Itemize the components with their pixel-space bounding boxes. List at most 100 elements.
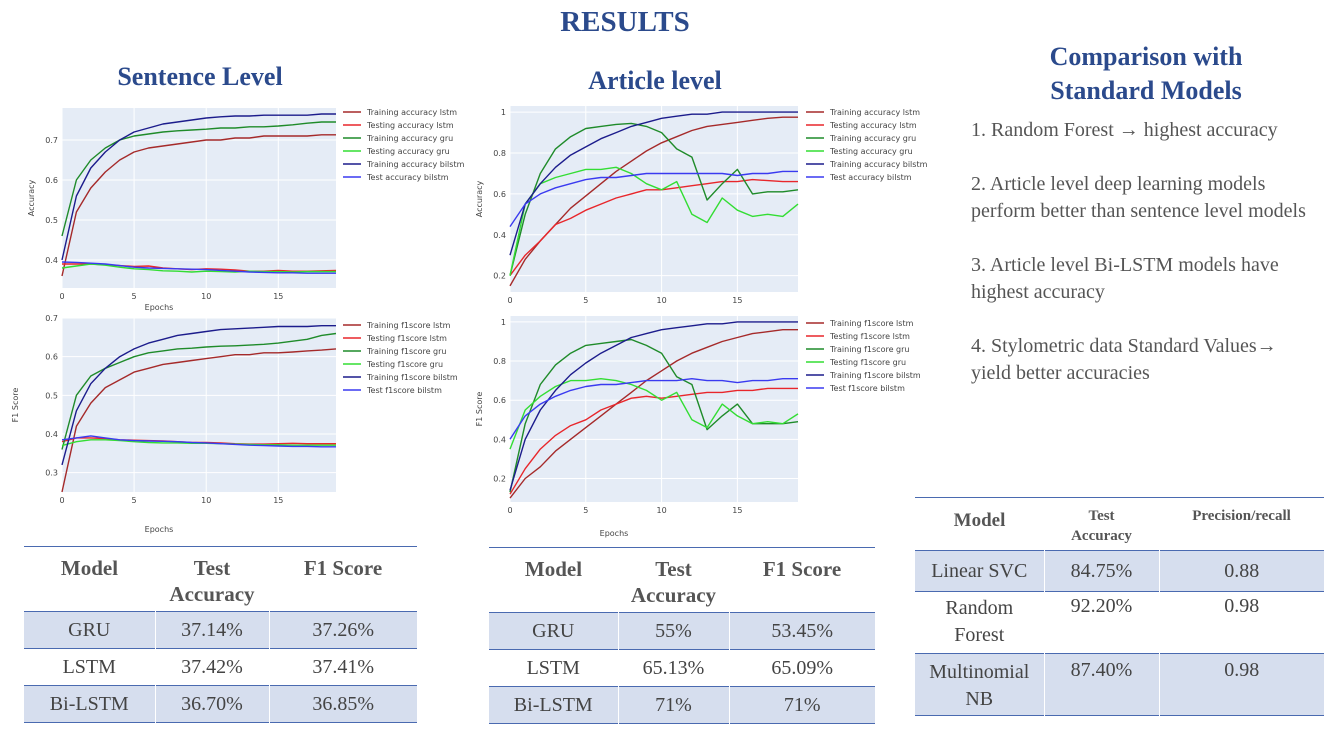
point-4: 4. Stylometric data Standard Values→ yie… bbox=[971, 335, 1277, 384]
cell-accuracy: 65.13% bbox=[617, 649, 729, 687]
cell-model: Multinomial NB bbox=[915, 653, 1044, 716]
legend-label: Training accuracy bilstm bbox=[829, 160, 928, 169]
cell-accuracy: 84.75% bbox=[1043, 550, 1159, 592]
cell-accuracy: 55% bbox=[617, 612, 729, 650]
y-tick-label: 0.2 bbox=[493, 272, 506, 281]
table-row: Random Forest 92.20% 0.98 bbox=[915, 591, 1324, 654]
standard-models-table: Model Test Accuracy Precision/recall Lin… bbox=[915, 497, 1324, 716]
y-tick-label: 0.3 bbox=[45, 469, 58, 478]
plot-area bbox=[62, 108, 336, 288]
plot-area bbox=[510, 106, 798, 292]
series-line-3 bbox=[509, 166, 799, 276]
cell-f1: 71% bbox=[728, 686, 875, 724]
x-tick-label: 10 bbox=[201, 292, 211, 301]
y-tick-label: 0.5 bbox=[45, 216, 58, 225]
header-f1-score: F1 Score bbox=[762, 557, 842, 581]
y-tick-label: 0.6 bbox=[45, 353, 58, 362]
y-axis-label: Accuracy bbox=[27, 179, 36, 216]
comparison-points: 1. Random Forest → highest accuracy 2. A… bbox=[971, 117, 1321, 414]
legend-label: Test f1score bilstm bbox=[829, 384, 905, 393]
legend-label: Testing accuracy lstm bbox=[366, 121, 454, 130]
table-row: Linear SVC 84.75% 0.88 bbox=[915, 550, 1324, 592]
x-tick-label: 0 bbox=[59, 496, 64, 505]
y-tick-label: 0.4 bbox=[45, 430, 58, 439]
legend-label: Testing f1score gru bbox=[366, 360, 443, 369]
cell-precision-recall: 0.88 bbox=[1158, 550, 1324, 592]
x-axis-label: Epochs bbox=[145, 303, 174, 312]
table-row: Multinomial NB 87.40% 0.98 bbox=[915, 653, 1324, 716]
legend-label: Training f1score bilstm bbox=[366, 373, 458, 382]
table-header-row: Model Test Accuracy F1 Score bbox=[489, 547, 875, 613]
series-line-0 bbox=[509, 329, 798, 499]
legend-label: Training f1score gru bbox=[366, 347, 447, 356]
table-header-row: Model Test Accuracy F1 Score bbox=[24, 546, 417, 612]
sentence-accuracy-chart: 0 5 10 15 0.4 0.5 0.6 0.7 Accuracy Epochs Training… bbox=[27, 108, 465, 312]
legend-label: Training f1score lstm bbox=[366, 321, 451, 330]
sentence-level-title: Sentence Level bbox=[117, 62, 283, 91]
series-line-2 bbox=[61, 332, 337, 450]
header-test-accuracy: Test Accuracy bbox=[630, 557, 717, 607]
series-line-4 bbox=[509, 111, 798, 256]
legend-label: Test f1score bilstm bbox=[366, 386, 442, 395]
legend-label: Training accuracy bilstm bbox=[366, 160, 465, 169]
series-line-1 bbox=[509, 387, 798, 495]
cell-accuracy: 36.70% bbox=[154, 685, 269, 723]
y-tick-label: 1 bbox=[501, 108, 506, 117]
y-tick-label: 0.5 bbox=[45, 391, 58, 400]
comparison-title-line1: Comparison with bbox=[1049, 42, 1243, 71]
x-axis-label: Epochs bbox=[145, 525, 174, 534]
header-test-accuracy: Test Accuracy bbox=[1071, 508, 1132, 544]
cell-precision-recall: 0.98 bbox=[1158, 591, 1324, 654]
series-line-3 bbox=[509, 378, 799, 450]
article-level-title: Article level bbox=[588, 66, 722, 95]
table-header-row: Model Test Accuracy Precision/recall bbox=[915, 497, 1324, 551]
table-row: GRU 37.14% 37.26% bbox=[24, 611, 417, 649]
comparison-title: Comparison with Standard Models bbox=[960, 40, 1332, 108]
header-model: Model bbox=[524, 557, 583, 581]
cell-f1: 36.85% bbox=[268, 685, 417, 723]
header-test-accuracy: Test Accuracy bbox=[169, 556, 255, 606]
series-line-2 bbox=[509, 338, 799, 493]
cell-model: GRU bbox=[489, 612, 618, 650]
y-tick-label: 0.8 bbox=[493, 149, 506, 158]
cell-model: LSTM bbox=[526, 656, 580, 679]
legend-label: Test accuracy bilstm bbox=[366, 173, 449, 182]
series-line-2 bbox=[61, 121, 336, 237]
x-tick-label: 15 bbox=[273, 292, 283, 301]
series-line-5 bbox=[509, 170, 798, 227]
cell-model: Random Forest bbox=[945, 597, 1014, 646]
cell-model: Bi-LSTM bbox=[489, 686, 618, 724]
series-line-2 bbox=[509, 122, 799, 276]
y-tick-label: 0.6 bbox=[493, 190, 506, 199]
header-f1-score: F1 Score bbox=[303, 556, 383, 580]
table-row: Bi-LSTM 71% 71% bbox=[489, 686, 875, 724]
legend-label: Testing accuracy gru bbox=[366, 147, 450, 156]
plot-area bbox=[510, 316, 798, 502]
x-tick-label: 10 bbox=[656, 296, 666, 305]
cell-model: Bi-LSTM bbox=[24, 685, 155, 723]
y-tick-label: 0.4 bbox=[493, 435, 506, 444]
legend-label: Training f1score lstm bbox=[829, 319, 914, 328]
cell-precision-recall: 0.98 bbox=[1158, 653, 1324, 716]
x-tick-label: 5 bbox=[583, 506, 588, 515]
x-tick-label: 0 bbox=[59, 292, 64, 301]
article-results-table: Model Test Accuracy F1 Score GRU 55% 53.… bbox=[489, 547, 875, 724]
x-tick-label: 5 bbox=[132, 292, 137, 301]
cell-accuracy: 92.20% bbox=[1043, 591, 1159, 654]
header-model: Model bbox=[60, 556, 119, 580]
y-tick-label: 0.4 bbox=[45, 256, 58, 265]
cell-f1: 65.09% bbox=[728, 649, 875, 687]
table-row: LSTM 65.13% 65.09% bbox=[489, 649, 875, 687]
y-tick-label: 0.4 bbox=[493, 231, 506, 240]
y-axis-label: F1 Score bbox=[11, 388, 20, 423]
series-line-0 bbox=[509, 116, 798, 287]
legend-label: Training f1score gru bbox=[829, 345, 910, 354]
sentence-results-table: Model Test Accuracy F1 Score GRU 37.14% … bbox=[24, 546, 417, 723]
article-f1-chart: 0 5 10 15 0.2 0.4 0.6 0.8 1 F1 Score Epochs Trainin… bbox=[475, 316, 921, 538]
y-tick-label: 0.7 bbox=[45, 136, 58, 145]
legend-label: Training accuracy lstm bbox=[366, 108, 457, 117]
legend-label: Testing f1score lstm bbox=[366, 334, 447, 343]
comparison-title-line2: Standard Models bbox=[1050, 76, 1242, 105]
cell-accuracy: 37.42% bbox=[154, 648, 269, 686]
legend-label: Training accuracy gru bbox=[366, 134, 453, 143]
